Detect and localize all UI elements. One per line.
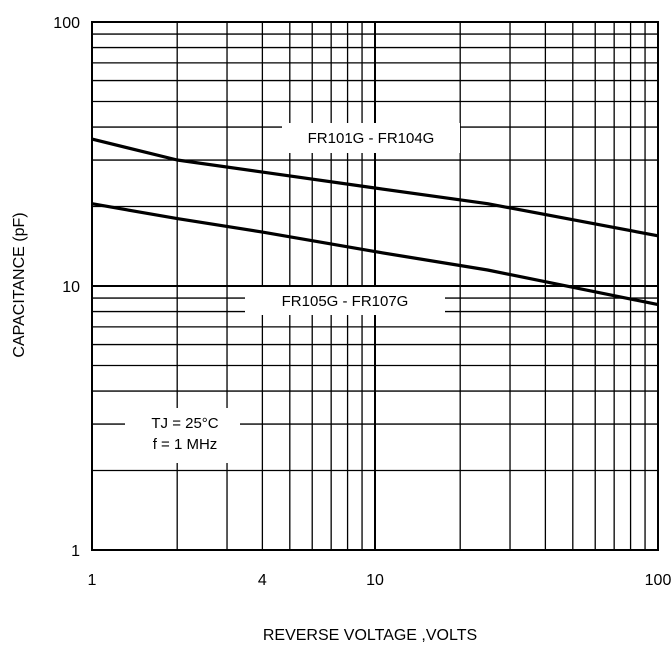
condition-note-line-2: f = 1 MHz bbox=[153, 436, 218, 453]
x-tick-label: 4 bbox=[258, 572, 267, 589]
series-line-1 bbox=[91, 137, 659, 238]
series-label-2: FR105G - FR107G bbox=[282, 293, 409, 310]
series-label-bg bbox=[282, 123, 460, 153]
y-tick-label: 1 bbox=[71, 543, 80, 560]
x-tick-label: 10 bbox=[366, 572, 384, 589]
condition-note-bg bbox=[125, 408, 240, 463]
series-labels: FR101G - FR104G FR105G - FR107G bbox=[245, 123, 460, 315]
series-label-1: FR101G - FR104G bbox=[308, 130, 435, 147]
grid bbox=[91, 21, 659, 551]
series-label-bg bbox=[245, 287, 445, 315]
x-axis-title: REVERSE VOLTAGE ,VOLTS bbox=[263, 627, 477, 644]
x-tick-label: 100 bbox=[645, 572, 671, 589]
series-lines bbox=[91, 137, 659, 307]
condition-note: TJ = 25°C f = 1 MHz bbox=[125, 408, 240, 463]
plot-frame bbox=[91, 21, 659, 551]
y-tick-label: 100 bbox=[53, 15, 80, 32]
y-axis-title: CAPACITANCE (pF) bbox=[11, 212, 28, 357]
tick-labels: 1 4 10 100 1 10 100 bbox=[53, 15, 671, 589]
condition-note-line-1: TJ = 25°C bbox=[151, 415, 218, 432]
y-tick-label: 10 bbox=[62, 279, 80, 296]
x-tick-label: 1 bbox=[88, 572, 97, 589]
series-line-2 bbox=[91, 202, 659, 307]
